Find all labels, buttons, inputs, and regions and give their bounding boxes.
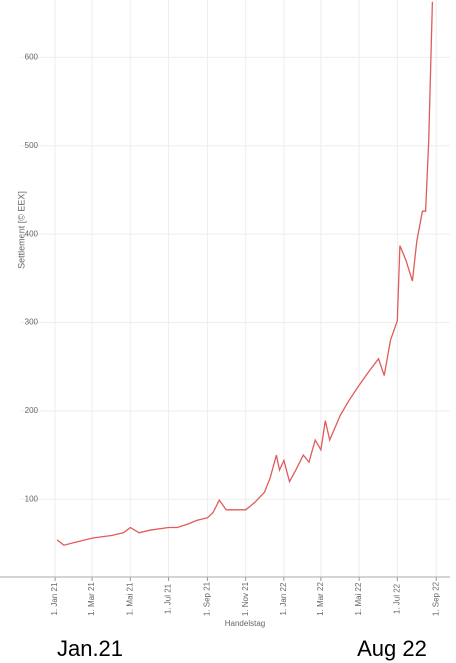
y-tick-label: 500 [25, 141, 39, 150]
x-tick-label: 1. Nov 21 [241, 581, 250, 616]
x-tick-label: 1. Jul 22 [392, 583, 401, 614]
y-tick-label: 200 [25, 406, 39, 415]
y-tick-label: 300 [25, 318, 39, 327]
x-tick-label: 1. Mar 21 [87, 582, 96, 616]
x-axis-label: Handelstag [225, 619, 265, 628]
x-tick-label: 1. Jan 21 [50, 582, 59, 615]
x-tick-label: 1. Sep 22 [431, 581, 440, 616]
line-series [56, 1, 434, 546]
annotation: Jan.21 [57, 636, 123, 661]
y-axis-label: Settlement [© EEX] [16, 191, 26, 269]
x-tick-label: 1. Sep 21 [203, 581, 212, 616]
x-tick-label: 1. Jan 22 [279, 582, 288, 615]
y-tick-label: 600 [25, 53, 39, 62]
x-tick-label: 1. Jul 21 [164, 583, 173, 614]
y-tick-label: 100 [25, 494, 39, 503]
x-tick-label: 1. Mai 21 [125, 582, 134, 615]
annotation: Aug 22 [357, 636, 427, 661]
y-tick-label: 400 [25, 229, 39, 238]
x-tick-label: 1. Mar 22 [316, 582, 325, 616]
x-tick-label: 1. Mai 22 [354, 582, 363, 615]
